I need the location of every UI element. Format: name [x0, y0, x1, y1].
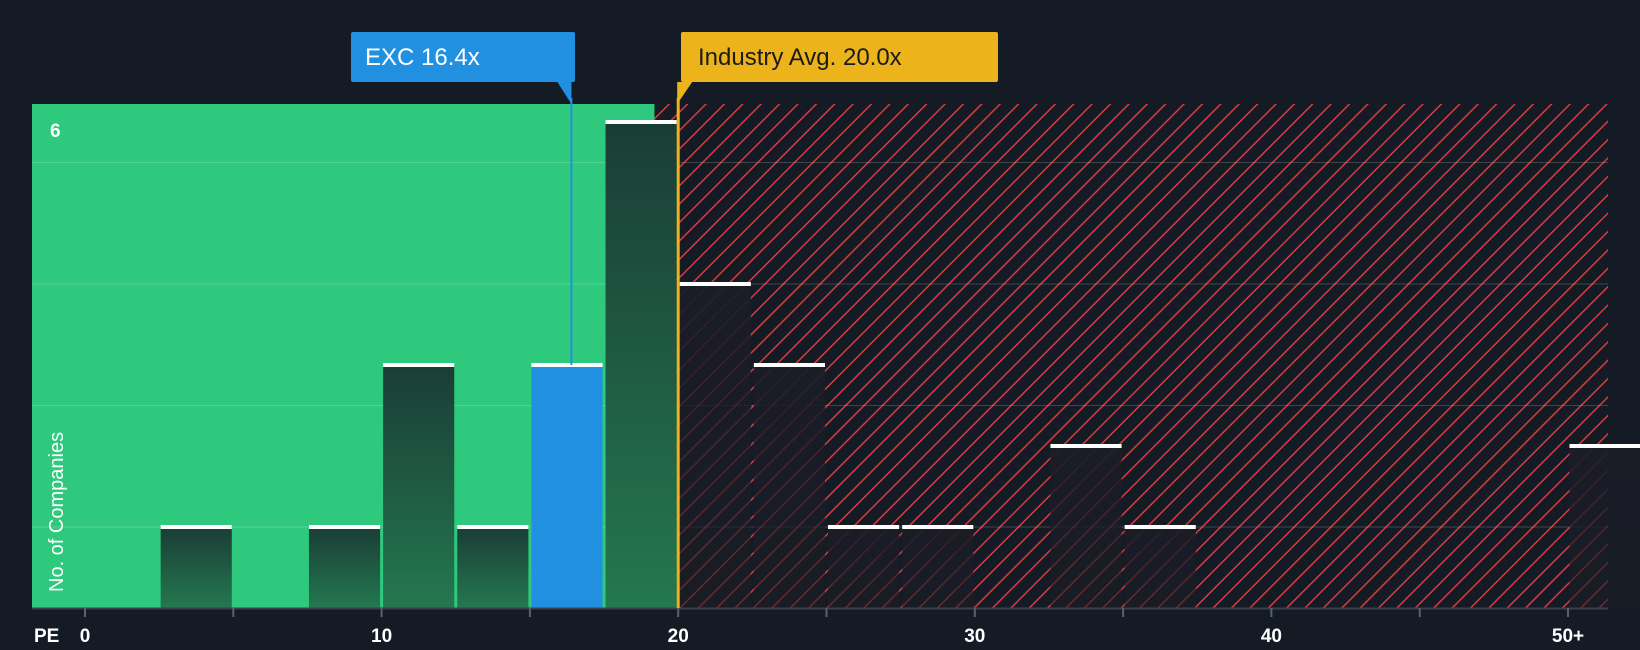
- histogram-bar: [160, 527, 232, 608]
- bar-cap: [753, 363, 825, 367]
- bar-cap: [828, 525, 900, 529]
- bar-cap: [457, 525, 529, 529]
- bar-cap: [383, 363, 455, 367]
- company-label: EXC 16.4x: [365, 44, 480, 71]
- histogram-bar: [383, 365, 455, 608]
- bar-cap: [308, 525, 381, 529]
- histogram-bar: [1050, 446, 1122, 608]
- bar-cap: [531, 363, 603, 367]
- x-tick-label: 30: [964, 626, 985, 647]
- bar-cap: [902, 525, 974, 529]
- histogram-bar: [1569, 446, 1640, 608]
- bar-cap: [605, 120, 677, 124]
- company-callout-pointer: [557, 82, 572, 104]
- bar-cap: [679, 282, 751, 286]
- histogram-bar: [457, 527, 529, 608]
- bar-cap: [160, 525, 232, 529]
- histogram-bar: [753, 365, 825, 608]
- bar-cap: [1124, 525, 1196, 529]
- x-tick-label: 0: [80, 626, 91, 647]
- bar-cap: [1050, 444, 1122, 448]
- x-axis-title: PE: [34, 626, 59, 647]
- y-tick-label: 6: [50, 121, 61, 142]
- histogram-bar: [902, 527, 974, 608]
- x-tick-label: 20: [668, 626, 689, 647]
- industry-callout: [681, 32, 998, 82]
- histogram-bar: [828, 527, 900, 608]
- x-tick-label: 50+: [1552, 626, 1584, 647]
- bar-cap: [1569, 444, 1640, 448]
- industry-label: Industry Avg. 20.0x: [698, 44, 902, 71]
- company-callout: [351, 32, 575, 82]
- histogram-bar: [679, 284, 751, 608]
- x-tick-label: 40: [1261, 626, 1282, 647]
- histogram-bar: [308, 527, 381, 608]
- histogram-bar: [605, 122, 677, 608]
- x-tick-label: 10: [371, 626, 392, 647]
- histogram-bar: [1124, 527, 1196, 608]
- y-axis-title: No. of Companies: [46, 432, 68, 592]
- company-bar: [531, 365, 603, 608]
- industry-callout-pointer: [677, 82, 693, 104]
